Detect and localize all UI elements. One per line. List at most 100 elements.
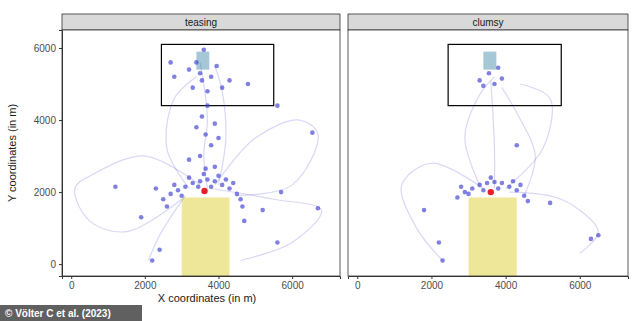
point bbox=[492, 82, 497, 87]
y-axis: 0 2000 4000 6000 bbox=[34, 31, 63, 277]
y-tick: 4000 bbox=[34, 115, 62, 126]
target bbox=[488, 189, 494, 195]
strip bbox=[348, 14, 628, 30]
point bbox=[190, 85, 195, 90]
chart: teasing02000400060000200040006000clumsy0… bbox=[0, 0, 634, 321]
trajectory bbox=[200, 62, 207, 188]
point bbox=[172, 75, 177, 80]
point bbox=[487, 71, 492, 76]
y-tick-mark bbox=[59, 48, 62, 49]
point bbox=[422, 208, 427, 213]
point bbox=[496, 186, 501, 191]
trajectory bbox=[166, 77, 196, 189]
x-axis-title: X coordinates (in m) bbox=[158, 292, 256, 304]
point bbox=[213, 179, 218, 184]
point bbox=[213, 121, 218, 126]
trajectory bbox=[149, 196, 186, 261]
y-tick-label: 6000 bbox=[34, 43, 57, 54]
point bbox=[522, 193, 527, 198]
x-tick-mark bbox=[145, 276, 146, 279]
y-tick: 6000 bbox=[34, 43, 62, 54]
point bbox=[548, 201, 553, 206]
x-tick-mark bbox=[71, 276, 72, 279]
point bbox=[485, 181, 490, 186]
point bbox=[203, 166, 208, 171]
point bbox=[194, 60, 199, 65]
x-tick: 2000 bbox=[134, 276, 157, 291]
point bbox=[154, 186, 159, 191]
x-tick-mark bbox=[580, 276, 581, 279]
point bbox=[279, 190, 284, 195]
y-tick-label: 2000 bbox=[34, 187, 57, 198]
point bbox=[205, 89, 210, 94]
point bbox=[198, 179, 203, 184]
trajectory bbox=[509, 192, 598, 253]
point bbox=[157, 247, 162, 252]
point bbox=[168, 192, 173, 197]
point bbox=[190, 181, 195, 186]
plot-area bbox=[401, 44, 601, 276]
y-axis-title: Y coordinates (in m) bbox=[6, 104, 18, 202]
x-tick-mark bbox=[431, 276, 432, 279]
point bbox=[201, 172, 206, 177]
x-tick: 6000 bbox=[569, 276, 592, 291]
point bbox=[224, 177, 229, 182]
trajectory bbox=[75, 156, 200, 232]
x-tick-label: 0 bbox=[69, 280, 75, 291]
point bbox=[205, 103, 210, 108]
x-tick-mark bbox=[218, 276, 219, 279]
annotation: © Völter C et al. (2023) bbox=[5, 308, 111, 319]
x-tick-label: 6000 bbox=[282, 280, 305, 291]
point bbox=[589, 237, 594, 242]
point bbox=[209, 143, 214, 148]
annotation-background bbox=[0, 305, 142, 321]
trajectory bbox=[211, 188, 322, 260]
point bbox=[209, 75, 214, 80]
point bbox=[196, 184, 201, 189]
point bbox=[511, 179, 516, 184]
point bbox=[514, 188, 519, 193]
y-tick-mark bbox=[59, 120, 62, 121]
y-tick: 0 bbox=[50, 259, 62, 270]
x-axis-line bbox=[349, 277, 629, 280]
point bbox=[459, 184, 464, 189]
point bbox=[488, 175, 493, 180]
trajectory bbox=[491, 80, 495, 188]
point bbox=[500, 181, 505, 186]
point bbox=[240, 204, 245, 209]
point bbox=[492, 180, 497, 185]
point bbox=[316, 206, 321, 211]
y-tick-mark bbox=[59, 192, 62, 193]
point bbox=[198, 154, 203, 159]
point bbox=[203, 132, 208, 137]
region bbox=[469, 197, 517, 276]
point bbox=[209, 184, 214, 189]
x-tick-mark bbox=[292, 276, 293, 279]
point bbox=[113, 184, 118, 189]
point bbox=[275, 103, 280, 108]
x-tick: 4000 bbox=[495, 276, 518, 291]
point bbox=[242, 219, 247, 224]
point bbox=[507, 184, 512, 189]
point bbox=[176, 188, 181, 193]
panel-background bbox=[62, 30, 340, 276]
point bbox=[275, 240, 280, 245]
point bbox=[220, 85, 225, 90]
point bbox=[596, 233, 601, 238]
point bbox=[481, 188, 486, 193]
point bbox=[260, 208, 265, 213]
point bbox=[139, 215, 144, 220]
x-tick-label: 4000 bbox=[495, 280, 518, 291]
y-axis-line bbox=[59, 31, 63, 277]
trajectory bbox=[502, 88, 535, 196]
x-tick: 4000 bbox=[208, 276, 231, 291]
point bbox=[179, 193, 184, 198]
point bbox=[201, 48, 206, 53]
x-tick-label: 0 bbox=[355, 280, 361, 291]
point bbox=[200, 114, 205, 119]
point bbox=[165, 204, 170, 209]
x-tick: 0 bbox=[355, 276, 361, 291]
point bbox=[198, 71, 203, 76]
region bbox=[483, 52, 496, 70]
point bbox=[500, 76, 505, 81]
